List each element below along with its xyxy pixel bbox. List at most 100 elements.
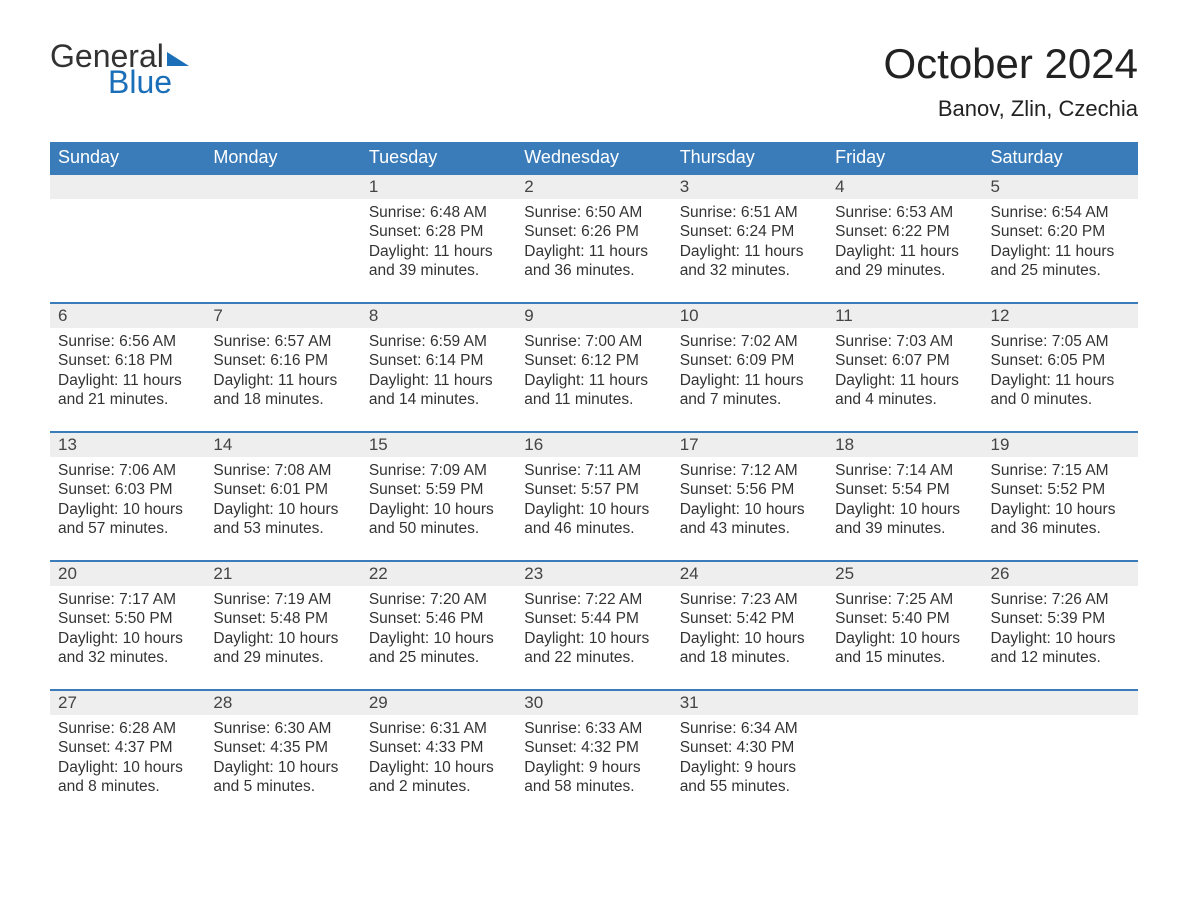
- sunrise-line: Sunrise: 6:31 AM: [369, 719, 508, 738]
- day-number-cell: 4: [827, 174, 982, 199]
- weekday-header: Wednesday: [516, 142, 671, 174]
- day-number-cell: 28: [205, 690, 360, 715]
- daylight-line: Daylight: 10 hours and 5 minutes.: [213, 758, 352, 797]
- sunrise-line: Sunrise: 6:59 AM: [369, 332, 508, 351]
- sunset-line: Sunset: 6:18 PM: [58, 351, 197, 370]
- day-info-cell: [827, 715, 982, 819]
- weekday-header: Tuesday: [361, 142, 516, 174]
- day-info-cell: Sunrise: 6:57 AMSunset: 6:16 PMDaylight:…: [205, 328, 360, 432]
- daylight-line: Daylight: 11 hours and 4 minutes.: [835, 371, 974, 410]
- day-number-row: 2728293031: [50, 690, 1138, 715]
- day-number-cell: 22: [361, 561, 516, 586]
- day-info-row: Sunrise: 6:28 AMSunset: 4:37 PMDaylight:…: [50, 715, 1138, 819]
- day-number-cell: [827, 690, 982, 715]
- weekday-header: Sunday: [50, 142, 205, 174]
- sunset-line: Sunset: 5:40 PM: [835, 609, 974, 628]
- header: General Blue October 2024 Banov, Zlin, C…: [50, 40, 1138, 122]
- day-number-cell: [983, 690, 1138, 715]
- day-info-cell: Sunrise: 7:14 AMSunset: 5:54 PMDaylight:…: [827, 457, 982, 561]
- daylight-line: Daylight: 11 hours and 32 minutes.: [680, 242, 819, 281]
- day-number-row: 20212223242526: [50, 561, 1138, 586]
- day-info-cell: Sunrise: 6:48 AMSunset: 6:28 PMDaylight:…: [361, 199, 516, 303]
- daylight-line: Daylight: 11 hours and 21 minutes.: [58, 371, 197, 410]
- location-label: Banov, Zlin, Czechia: [883, 96, 1138, 122]
- day-info-cell: Sunrise: 6:54 AMSunset: 6:20 PMDaylight:…: [983, 199, 1138, 303]
- day-info-cell: Sunrise: 6:28 AMSunset: 4:37 PMDaylight:…: [50, 715, 205, 819]
- sunrise-line: Sunrise: 7:20 AM: [369, 590, 508, 609]
- sunset-line: Sunset: 5:48 PM: [213, 609, 352, 628]
- weekday-header-row: SundayMondayTuesdayWednesdayThursdayFrid…: [50, 142, 1138, 174]
- daylight-line: Daylight: 9 hours and 58 minutes.: [524, 758, 663, 797]
- sunset-line: Sunset: 4:32 PM: [524, 738, 663, 757]
- day-info-cell: Sunrise: 7:03 AMSunset: 6:07 PMDaylight:…: [827, 328, 982, 432]
- sunrise-line: Sunrise: 7:22 AM: [524, 590, 663, 609]
- weekday-header: Saturday: [983, 142, 1138, 174]
- sunrise-line: Sunrise: 7:09 AM: [369, 461, 508, 480]
- sunset-line: Sunset: 4:35 PM: [213, 738, 352, 757]
- daylight-line: Daylight: 10 hours and 25 minutes.: [369, 629, 508, 668]
- sunset-line: Sunset: 4:37 PM: [58, 738, 197, 757]
- day-info-cell: Sunrise: 7:22 AMSunset: 5:44 PMDaylight:…: [516, 586, 671, 690]
- day-info-cell: Sunrise: 7:11 AMSunset: 5:57 PMDaylight:…: [516, 457, 671, 561]
- daylight-line: Daylight: 11 hours and 29 minutes.: [835, 242, 974, 281]
- sunset-line: Sunset: 6:01 PM: [213, 480, 352, 499]
- day-number-cell: 12: [983, 303, 1138, 328]
- sunset-line: Sunset: 6:20 PM: [991, 222, 1130, 241]
- day-info-cell: Sunrise: 6:30 AMSunset: 4:35 PMDaylight:…: [205, 715, 360, 819]
- sunset-line: Sunset: 6:14 PM: [369, 351, 508, 370]
- daylight-line: Daylight: 11 hours and 7 minutes.: [680, 371, 819, 410]
- day-info-row: Sunrise: 7:06 AMSunset: 6:03 PMDaylight:…: [50, 457, 1138, 561]
- day-number-cell: 23: [516, 561, 671, 586]
- sunset-line: Sunset: 6:28 PM: [369, 222, 508, 241]
- logo: General Blue: [50, 40, 189, 98]
- day-info-cell: Sunrise: 6:34 AMSunset: 4:30 PMDaylight:…: [672, 715, 827, 819]
- day-info-cell: Sunrise: 7:05 AMSunset: 6:05 PMDaylight:…: [983, 328, 1138, 432]
- sunrise-line: Sunrise: 6:51 AM: [680, 203, 819, 222]
- sunset-line: Sunset: 5:42 PM: [680, 609, 819, 628]
- sunrise-line: Sunrise: 6:50 AM: [524, 203, 663, 222]
- day-number-cell: [50, 174, 205, 199]
- sunset-line: Sunset: 5:50 PM: [58, 609, 197, 628]
- daylight-line: Daylight: 11 hours and 14 minutes.: [369, 371, 508, 410]
- daylight-line: Daylight: 10 hours and 2 minutes.: [369, 758, 508, 797]
- day-number-cell: 9: [516, 303, 671, 328]
- day-number-cell: 15: [361, 432, 516, 457]
- sunset-line: Sunset: 5:52 PM: [991, 480, 1130, 499]
- daylight-line: Daylight: 11 hours and 18 minutes.: [213, 371, 352, 410]
- daylight-line: Daylight: 10 hours and 15 minutes.: [835, 629, 974, 668]
- day-info-cell: Sunrise: 7:23 AMSunset: 5:42 PMDaylight:…: [672, 586, 827, 690]
- daylight-line: Daylight: 10 hours and 8 minutes.: [58, 758, 197, 797]
- sunset-line: Sunset: 6:03 PM: [58, 480, 197, 499]
- day-info-cell: Sunrise: 7:02 AMSunset: 6:09 PMDaylight:…: [672, 328, 827, 432]
- daylight-line: Daylight: 11 hours and 0 minutes.: [991, 371, 1130, 410]
- sunset-line: Sunset: 5:39 PM: [991, 609, 1130, 628]
- sunrise-line: Sunrise: 6:48 AM: [369, 203, 508, 222]
- daylight-line: Daylight: 10 hours and 53 minutes.: [213, 500, 352, 539]
- weekday-header: Thursday: [672, 142, 827, 174]
- sunset-line: Sunset: 6:16 PM: [213, 351, 352, 370]
- sunset-line: Sunset: 6:24 PM: [680, 222, 819, 241]
- sunrise-line: Sunrise: 6:56 AM: [58, 332, 197, 351]
- day-number-cell: 26: [983, 561, 1138, 586]
- sunrise-line: Sunrise: 7:23 AM: [680, 590, 819, 609]
- day-number-cell: 17: [672, 432, 827, 457]
- page-title: October 2024: [883, 40, 1138, 88]
- daylight-line: Daylight: 10 hours and 43 minutes.: [680, 500, 819, 539]
- sunrise-line: Sunrise: 6:53 AM: [835, 203, 974, 222]
- daylight-line: Daylight: 10 hours and 12 minutes.: [991, 629, 1130, 668]
- day-info-row: Sunrise: 6:56 AMSunset: 6:18 PMDaylight:…: [50, 328, 1138, 432]
- day-number-cell: 3: [672, 174, 827, 199]
- day-number-row: 12345: [50, 174, 1138, 199]
- calendar-table: SundayMondayTuesdayWednesdayThursdayFrid…: [50, 142, 1138, 819]
- logo-word-2: Blue: [108, 66, 189, 98]
- day-number-cell: 11: [827, 303, 982, 328]
- daylight-line: Daylight: 10 hours and 36 minutes.: [991, 500, 1130, 539]
- daylight-line: Daylight: 11 hours and 36 minutes.: [524, 242, 663, 281]
- day-info-cell: Sunrise: 7:19 AMSunset: 5:48 PMDaylight:…: [205, 586, 360, 690]
- day-number-cell: 6: [50, 303, 205, 328]
- day-info-cell: Sunrise: 7:12 AMSunset: 5:56 PMDaylight:…: [672, 457, 827, 561]
- day-number-cell: 31: [672, 690, 827, 715]
- sunrise-line: Sunrise: 7:00 AM: [524, 332, 663, 351]
- day-number-cell: 30: [516, 690, 671, 715]
- daylight-line: Daylight: 11 hours and 39 minutes.: [369, 242, 508, 281]
